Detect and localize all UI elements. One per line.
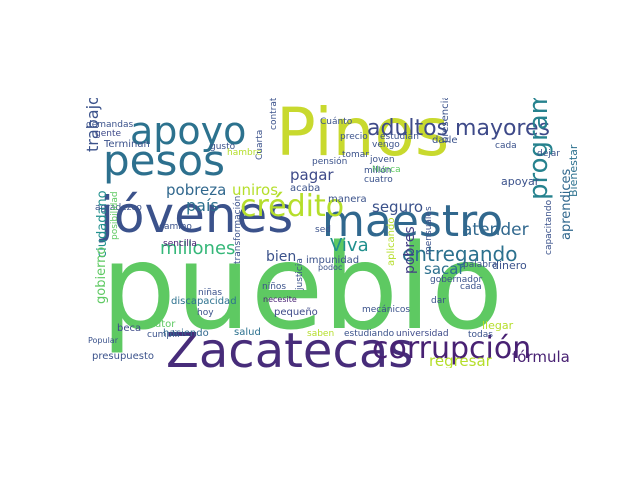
cloud-word: corrupción xyxy=(372,331,532,366)
cloud-word: pobreza xyxy=(166,181,227,199)
cloud-word: Viva xyxy=(330,235,369,256)
cloud-word: cada xyxy=(495,141,517,151)
cloud-word: uniros xyxy=(232,181,279,199)
cloud-word: mecánicos xyxy=(362,305,411,315)
cloud-word: manera xyxy=(328,194,367,205)
cloud-word: pesos xyxy=(103,136,225,185)
cloud-word: demandas xyxy=(86,120,134,130)
cloud-word: regresar xyxy=(429,352,492,369)
cloud-word: pensión xyxy=(312,157,348,167)
cloud-word: universidad xyxy=(396,329,449,339)
cloud-word: dar xyxy=(431,296,446,306)
cloud-word: cumplir xyxy=(147,330,181,340)
cloud-word: presupuesto xyxy=(92,351,155,362)
cloud-word: estudian xyxy=(380,132,419,142)
cloud-word: aplicando xyxy=(386,217,397,266)
cloud-word: cada xyxy=(460,282,482,292)
cloud-word: dejar xyxy=(537,149,560,159)
cloud-word: beca xyxy=(117,323,142,334)
cloud-word: pagar xyxy=(290,166,334,184)
cloud-word: bien xyxy=(266,249,297,265)
cloud-word: saben xyxy=(307,329,335,339)
cloud-word: millón xyxy=(364,166,392,176)
cloud-word: jóvenes xyxy=(100,186,294,244)
cloud-word: mensuales xyxy=(424,206,434,255)
cloud-word: atender xyxy=(462,220,529,240)
cloud-word: Zacatecas xyxy=(166,323,414,368)
cloud-word: Terminan xyxy=(104,139,150,150)
cloud-word: justicia xyxy=(295,258,305,290)
cloud-word: estudiando xyxy=(344,329,395,339)
cloud-word: transformación xyxy=(233,195,243,264)
cloud-word: Nunca xyxy=(372,165,401,175)
cloud-word: llegar xyxy=(482,319,514,332)
cloud-word: pequeño xyxy=(274,307,318,318)
cloud-word: niños xyxy=(262,282,287,292)
cloud-word: discapacidad xyxy=(171,296,237,307)
cloud-word: tomar xyxy=(342,150,370,160)
cloud-word: adultos mayores xyxy=(367,116,550,141)
cloud-word: impunidad xyxy=(306,255,360,266)
cloud-word: Bienestar xyxy=(567,144,580,197)
cloud-word: sencilla xyxy=(163,239,197,249)
cloud-word: fórmula xyxy=(512,348,570,366)
cloud-word: pueblo xyxy=(101,218,504,356)
cloud-word: crédito xyxy=(240,189,345,224)
cloud-word: darle xyxy=(432,135,458,146)
cloud-word: entregando xyxy=(402,242,518,266)
cloud-word: posibilidad xyxy=(110,191,120,240)
cloud-word: haciendo xyxy=(163,328,209,339)
cloud-word: apoyar xyxy=(501,175,540,188)
cloud-word: salud xyxy=(234,327,261,338)
cloud-word: gobernador xyxy=(430,275,483,285)
cloud-word: cuatro xyxy=(364,175,393,185)
cloud-word: tutor xyxy=(151,319,176,330)
cloud-word: precio xyxy=(340,132,368,142)
cloud-word: camino xyxy=(159,222,192,232)
cloud-word: joven xyxy=(370,155,395,165)
word-cloud: pueblo Pinos Zacatecas jóvenes maestro pesos a… xyxy=(80,98,580,368)
cloud-word: pobres xyxy=(402,226,418,274)
cloud-word: dinero xyxy=(492,259,527,272)
cloud-word: capacitando xyxy=(544,199,554,255)
cloud-word: millones xyxy=(160,238,236,259)
cloud-word: maestro xyxy=(322,196,504,247)
cloud-word: hoy xyxy=(197,308,214,318)
cloud-word: necesite xyxy=(263,295,297,304)
cloud-word: apoyo xyxy=(130,109,247,153)
cloud-word: gente xyxy=(95,129,122,139)
cloud-word: Cuarta xyxy=(255,129,265,160)
cloud-word: todas xyxy=(468,330,493,340)
cloud-word: Popular xyxy=(88,336,118,345)
cloud-word: sed xyxy=(315,225,331,235)
cloud-word: país xyxy=(186,196,219,215)
cloud-word: podoc xyxy=(318,263,343,272)
cloud-word: gobierno xyxy=(94,246,109,304)
cloud-word: vengo xyxy=(372,140,400,150)
cloud-word: presencia xyxy=(440,98,451,143)
cloud-word: niñas xyxy=(198,288,223,298)
cloud-word: Pinos xyxy=(276,98,450,171)
cloud-word: seguro xyxy=(372,198,424,216)
cloud-word: gusto xyxy=(210,142,236,152)
cloud-word: acaba xyxy=(290,183,321,194)
cloud-word: sacar xyxy=(424,260,465,278)
cloud-word: hambre xyxy=(227,148,262,158)
cloud-word: contratados xyxy=(269,98,279,130)
cloud-word: Cuánto xyxy=(320,117,353,127)
cloud-word: palabra xyxy=(463,260,498,270)
cloud-word: agradezco xyxy=(95,203,142,213)
